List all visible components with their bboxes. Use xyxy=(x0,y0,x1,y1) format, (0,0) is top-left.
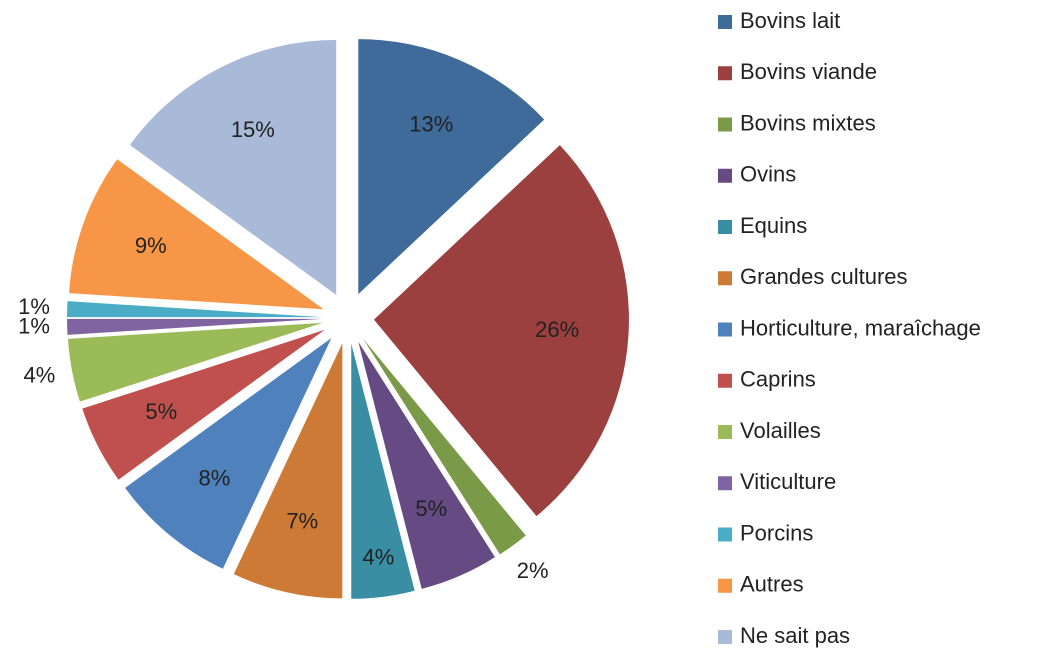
data-label: 4% xyxy=(363,545,395,570)
data-label: 13% xyxy=(409,111,453,136)
legend-swatch xyxy=(718,425,732,439)
legend-swatch xyxy=(718,476,732,491)
data-label: 4% xyxy=(24,363,56,388)
data-label: 1% xyxy=(18,314,50,339)
pie-slice xyxy=(129,39,337,295)
pie-slice xyxy=(373,145,629,517)
legend-label: Viticulture xyxy=(740,469,836,494)
data-label: 1% xyxy=(18,294,50,319)
pie-slice xyxy=(67,318,323,335)
legend-label: Equins xyxy=(740,213,807,238)
legend-label: Bovins lait xyxy=(740,8,840,33)
legend-swatch xyxy=(718,220,732,234)
legend-swatch xyxy=(718,66,732,81)
legend-label: Volailles xyxy=(740,418,821,443)
pie-slice xyxy=(67,322,323,402)
legend-label: Horticulture, maraîchage xyxy=(740,315,981,340)
legend-label: Porcins xyxy=(740,520,813,545)
legend-label: Grandes cultures xyxy=(740,264,908,289)
legend-swatch xyxy=(718,527,732,542)
pie-slice xyxy=(67,301,323,318)
pie-slice xyxy=(125,338,332,569)
pie-slice xyxy=(233,343,343,599)
legend-label: Bovins viande xyxy=(740,59,877,84)
data-label: 26% xyxy=(535,317,579,342)
pie-slice xyxy=(358,39,545,295)
data-label: 7% xyxy=(286,508,318,533)
legend-swatch xyxy=(718,271,732,286)
data-label: 9% xyxy=(135,233,167,258)
pie-slice xyxy=(358,341,495,589)
data-label: 5% xyxy=(145,399,177,424)
legend-label: Ne sait pas xyxy=(740,623,850,648)
pie-slice xyxy=(363,339,526,555)
legend-swatch xyxy=(718,578,732,593)
pie-slice xyxy=(69,159,324,310)
legend-label: Bovins mixtes xyxy=(740,110,876,135)
legend-swatch xyxy=(718,322,732,337)
legend-swatch xyxy=(718,630,732,644)
legend-label: Caprins xyxy=(740,367,816,392)
data-label: 2% xyxy=(517,558,549,583)
legend-label: Autres xyxy=(740,572,804,597)
legend-swatch xyxy=(718,117,732,132)
legend-swatch xyxy=(718,15,732,29)
legend-swatch xyxy=(718,373,732,388)
pie-slice xyxy=(82,329,325,480)
legend-swatch xyxy=(718,168,732,183)
legend-label: Ovins xyxy=(740,162,796,187)
pie-slice xyxy=(351,343,415,599)
data-label: 8% xyxy=(198,465,230,490)
data-label: 15% xyxy=(231,117,275,142)
data-label: 5% xyxy=(415,496,447,521)
